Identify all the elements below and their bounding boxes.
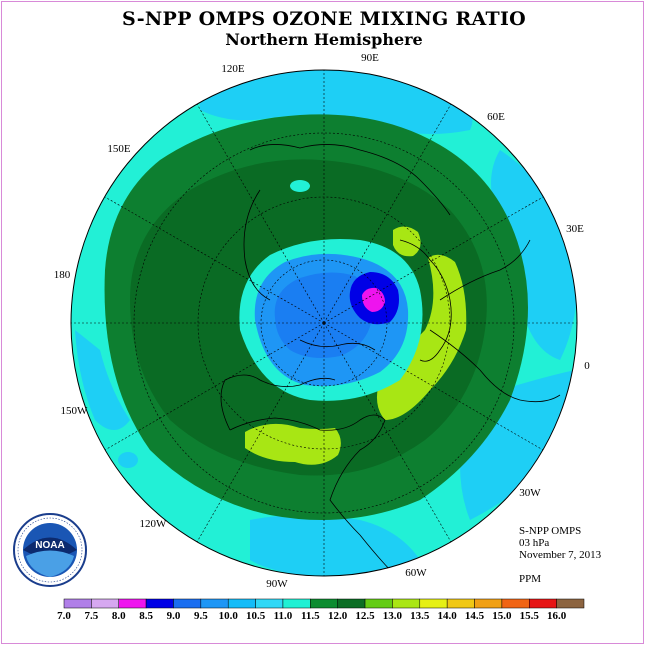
colorbar-swatch	[556, 598, 585, 609]
ozone-band-9-5-vortex	[274, 272, 373, 358]
colorbar-swatch	[419, 598, 448, 609]
colorbar-tick-label: 8.5	[139, 610, 153, 622]
colorbar-tick-label: 14.5	[465, 610, 485, 622]
map-border	[70, 69, 578, 577]
colorbar-swatch	[310, 598, 338, 609]
colorbar-tick-label: 12.5	[355, 610, 375, 622]
colorbar-swatch	[337, 598, 366, 609]
lon-label-30e: 30E	[566, 223, 584, 235]
ozone-band-11-isle	[290, 180, 310, 192]
colorbar-tick-label: 15.5	[520, 610, 540, 622]
colorbar-tick-label: 11.0	[274, 610, 293, 622]
lon-label-90e: 90E	[361, 52, 379, 64]
colorbar-tick-label: 11.5	[301, 610, 320, 622]
info-level: 03 hPa	[519, 537, 550, 549]
colorbar-swatch	[173, 598, 202, 609]
ozone-band-10-west	[75, 330, 130, 430]
info-instrument: S-NPP OMPS	[519, 525, 582, 537]
lon-label-0: 0	[584, 360, 590, 372]
ozone-band-12-5-north	[393, 226, 421, 257]
colorbar-tick-label: 9.5	[194, 610, 208, 622]
colorbar-swatch	[200, 598, 229, 609]
ozone-field	[71, 70, 577, 576]
colorbar-tick-label: 13.5	[410, 610, 430, 622]
ozone-band-10-east	[491, 150, 577, 360]
coastlines	[220, 144, 561, 576]
colorbar-tick-label: 8.0	[112, 610, 126, 622]
colorbar-tick-label: 13.0	[383, 610, 403, 622]
lon-label-180: 180	[54, 269, 71, 281]
colorbar-swatch	[529, 598, 557, 609]
ozone-band-8-core	[362, 287, 385, 312]
colorbar-tick-label: 7.0	[57, 610, 71, 622]
lon-label-60e: 60E	[487, 111, 505, 123]
lon-label-120w: 120W	[140, 518, 168, 530]
colorbar-tick-label: 16.0	[547, 610, 567, 622]
colorbar-swatch	[501, 598, 530, 609]
noaa-logo: NOAA	[13, 513, 87, 587]
colorbar: 7.0 7.5 8.0 8.5 9.0 9.5 10.0 10.5 11.0 11.5 12.0 12…	[57, 598, 585, 622]
colorbar-swatch	[474, 598, 503, 609]
colorbar-swatch	[227, 598, 256, 609]
colorbar-swatch	[282, 598, 311, 609]
colorbar-tick-label: 10.0	[219, 610, 239, 622]
map-title: S-NPP OMPS OZONE MIXING RATIO	[121, 8, 527, 30]
map-subtitle: Northern Hemisphere	[225, 30, 423, 49]
lon-label-90w: 90W	[266, 578, 288, 590]
graticule	[71, 70, 577, 576]
lon-label-150w: 150W	[61, 405, 89, 417]
colorbar-tick-label: 9.0	[167, 610, 181, 622]
ozone-band-10-south	[250, 515, 420, 576]
colorbar-tick-label: 14.0	[438, 610, 458, 622]
info-units: PPM	[519, 573, 542, 585]
colorbar-swatch	[63, 598, 92, 609]
ozone-band-10-isle	[118, 452, 138, 468]
colorbar-tick-label: 10.5	[246, 610, 266, 622]
colorbar-swatch	[91, 598, 119, 609]
ozone-band-12-5-america	[245, 423, 341, 465]
info-date: November 7, 2013	[519, 549, 602, 561]
lon-label-30w: 30W	[519, 487, 541, 499]
noaa-logo-text: NOAA	[35, 540, 64, 551]
colorbar-tick-label: 15.0	[492, 610, 512, 622]
colorbar-tick-label: 7.5	[84, 610, 98, 622]
colorbar-swatch	[446, 598, 475, 609]
colorbar-swatch	[392, 598, 421, 609]
colorbar-swatch	[364, 598, 393, 609]
colorbar-tick-label: 12.0	[328, 610, 348, 622]
lon-label-150e: 150E	[107, 143, 131, 155]
colorbar-swatch	[118, 598, 147, 609]
lon-label-120e: 120E	[221, 63, 245, 75]
lon-label-60w: 60W	[405, 567, 427, 579]
colorbar-swatch	[255, 598, 284, 609]
colorbar-swatch	[145, 598, 174, 609]
